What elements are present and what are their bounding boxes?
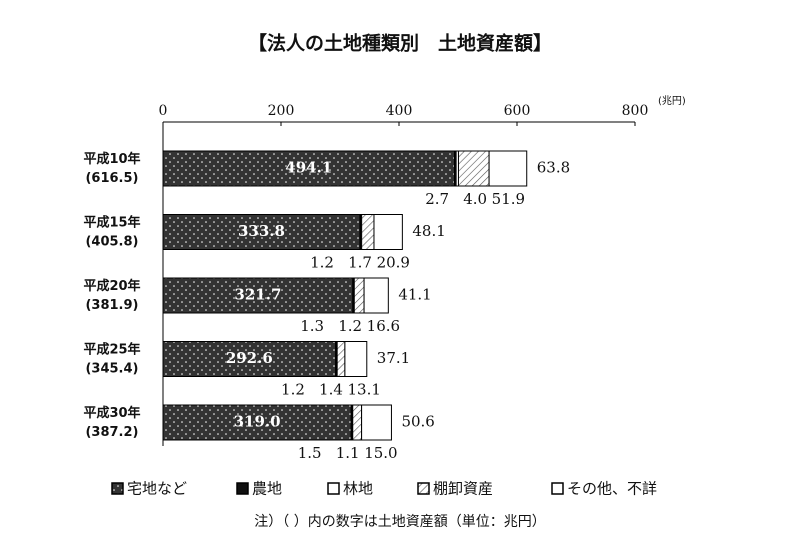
legend-swatch	[111, 482, 124, 495]
category-label: 平成30年	[83, 405, 140, 421]
value-label: 4.0	[463, 190, 487, 208]
value-label: 50.6	[401, 413, 434, 431]
value-label: 15.0	[364, 444, 397, 462]
bar-segment	[162, 404, 352, 441]
value-label: 1.4	[319, 381, 343, 399]
value-label: 20.9	[377, 254, 410, 272]
value-label: 2.7	[425, 190, 449, 208]
category-note: (405.8)	[85, 235, 138, 250]
bar-segment	[353, 277, 365, 314]
bar-segment	[373, 214, 403, 250]
category-label: 平成15年	[83, 215, 140, 231]
x-tick-label: 800	[622, 103, 649, 119]
value-label: 41.1	[398, 286, 431, 304]
category-note: (345.4)	[85, 362, 138, 377]
category-note: (616.5)	[85, 171, 138, 186]
value-label: 494.1	[285, 159, 332, 177]
legend-label: 農地	[252, 480, 282, 498]
bar-segment	[162, 150, 456, 187]
value-label: 51.9	[492, 190, 525, 208]
value-label: 1.5	[298, 444, 322, 462]
legend-swatch	[236, 482, 249, 495]
category-label: 平成20年	[83, 278, 140, 294]
value-label: 1.7	[348, 254, 372, 272]
value-label: 16.6	[367, 317, 400, 335]
legend-label: その他、不詳	[567, 480, 657, 498]
value-label: 319.0	[234, 413, 281, 431]
category-label: 平成25年	[83, 342, 140, 358]
legend-label: 林地	[343, 480, 373, 498]
value-label: 292.6	[226, 349, 273, 367]
footnote: 注）（ ）内の数字は土地資産額（単位：兆円）	[254, 514, 545, 530]
value-label: 63.8	[537, 159, 570, 177]
bar-segment	[162, 277, 354, 314]
value-label: 1.2	[338, 317, 362, 335]
bar-segment	[363, 277, 389, 314]
category-note: (387.2)	[85, 425, 138, 440]
x-tick-label: 400	[386, 103, 413, 119]
value-label: 333.8	[238, 222, 285, 240]
value-label: 1.3	[300, 317, 324, 335]
bar-segment	[488, 150, 528, 187]
value-label: 37.1	[377, 349, 410, 367]
chart-title: 【法人の土地種類別 土地資産額】	[248, 32, 552, 55]
bar-segment	[457, 150, 490, 187]
x-tick-label: 0	[159, 103, 168, 119]
category-note: (381.9)	[85, 298, 138, 313]
bar-segment	[344, 341, 368, 377]
legend-swatch	[327, 482, 340, 495]
legend-label: 宅地など	[127, 480, 187, 498]
bar-segment	[352, 404, 363, 441]
value-label: 1.2	[281, 381, 305, 399]
legend-swatch	[417, 482, 430, 495]
x-unit: (兆円)	[658, 95, 686, 107]
value-label: 13.1	[347, 381, 380, 399]
legend-swatch	[551, 482, 564, 495]
bar-segment	[336, 341, 346, 377]
value-label: 1.2	[310, 254, 334, 272]
value-label: 48.1	[412, 222, 445, 240]
x-tick-label: 200	[268, 103, 295, 119]
value-label: 321.7	[234, 286, 281, 304]
bar-segment	[361, 214, 375, 250]
legend-label: 棚卸資産	[433, 480, 493, 498]
bar-segment	[361, 404, 392, 441]
x-tick-label: 600	[504, 103, 531, 119]
category-label: 平成10年	[83, 151, 140, 167]
value-label: 1.1	[336, 444, 360, 462]
